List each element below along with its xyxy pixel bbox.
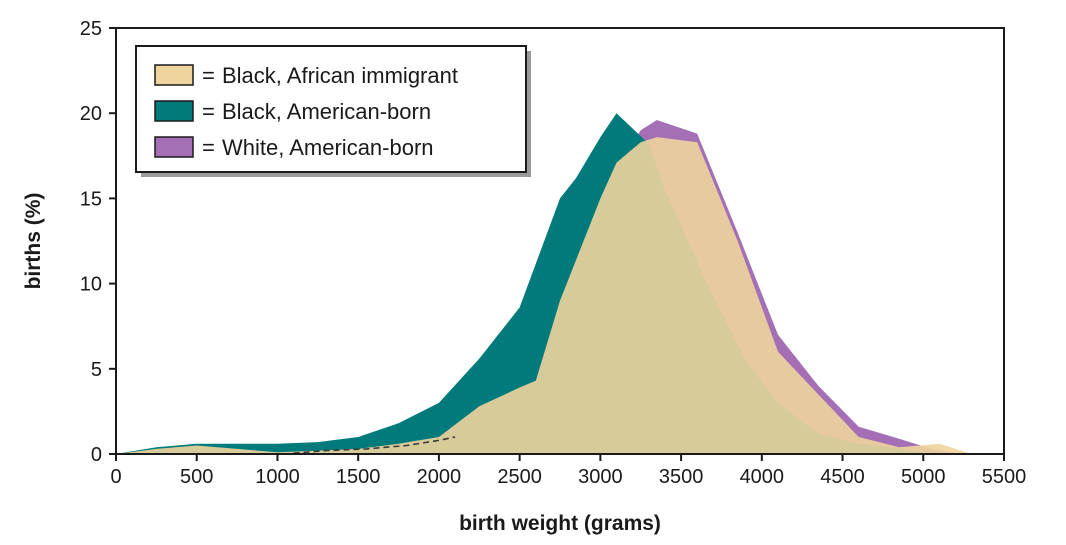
- x-tick-label: 2000: [417, 466, 462, 488]
- legend-equals: =: [202, 135, 215, 160]
- y-axis: 0 5 10 15 20 25: [80, 18, 116, 466]
- x-tick-label: 2500: [497, 466, 542, 488]
- x-tick-label: 3500: [659, 466, 704, 488]
- legend-equals: =: [202, 99, 215, 124]
- x-tick-label: 0: [110, 466, 121, 488]
- legend-box: [135, 45, 527, 173]
- plot-frame: [115, 27, 1005, 455]
- x-tick-label: 500: [180, 466, 213, 488]
- x-axis-title: birth weight (grams): [459, 512, 661, 535]
- y-tick-label: 5: [91, 359, 102, 381]
- x-tick-label: 5000: [901, 466, 946, 488]
- legend-label: Black, African immigrant: [222, 63, 458, 88]
- y-tick-label: 10: [80, 274, 102, 296]
- legend: = Black, African immigrant = Black, America…: [135, 45, 531, 177]
- legend-label: White, American-born: [222, 135, 434, 160]
- x-tick-label: 3000: [578, 466, 623, 488]
- legend-label: Black, American-born: [222, 99, 431, 124]
- y-tick-label: 0: [91, 444, 102, 466]
- overlap-dashed-line: [293, 436, 456, 454]
- y-axis-title: births (%): [22, 193, 45, 290]
- series-layer: [116, 113, 972, 454]
- y-tick-label: 15: [80, 188, 102, 210]
- x-tick-label: 1000: [255, 466, 300, 488]
- x-tick-label: 4000: [740, 466, 785, 488]
- overlap-outline: [293, 436, 456, 454]
- legend-equals: =: [202, 63, 215, 88]
- y-tick-label: 20: [80, 103, 102, 125]
- x-tick-label: 1500: [336, 466, 381, 488]
- legend-swatch: [154, 136, 194, 158]
- x-axis: 0 500 1000 1500 2000 2500 3000 3500 4000 4500 5000…: [110, 454, 1026, 488]
- legend-swatch: [154, 100, 194, 122]
- series-area-2: [116, 137, 972, 454]
- x-tick-label: 4500: [820, 466, 865, 488]
- legend-swatch: [154, 64, 194, 86]
- x-tick-label: 5500: [982, 466, 1027, 488]
- y-tick-label: 25: [80, 18, 102, 40]
